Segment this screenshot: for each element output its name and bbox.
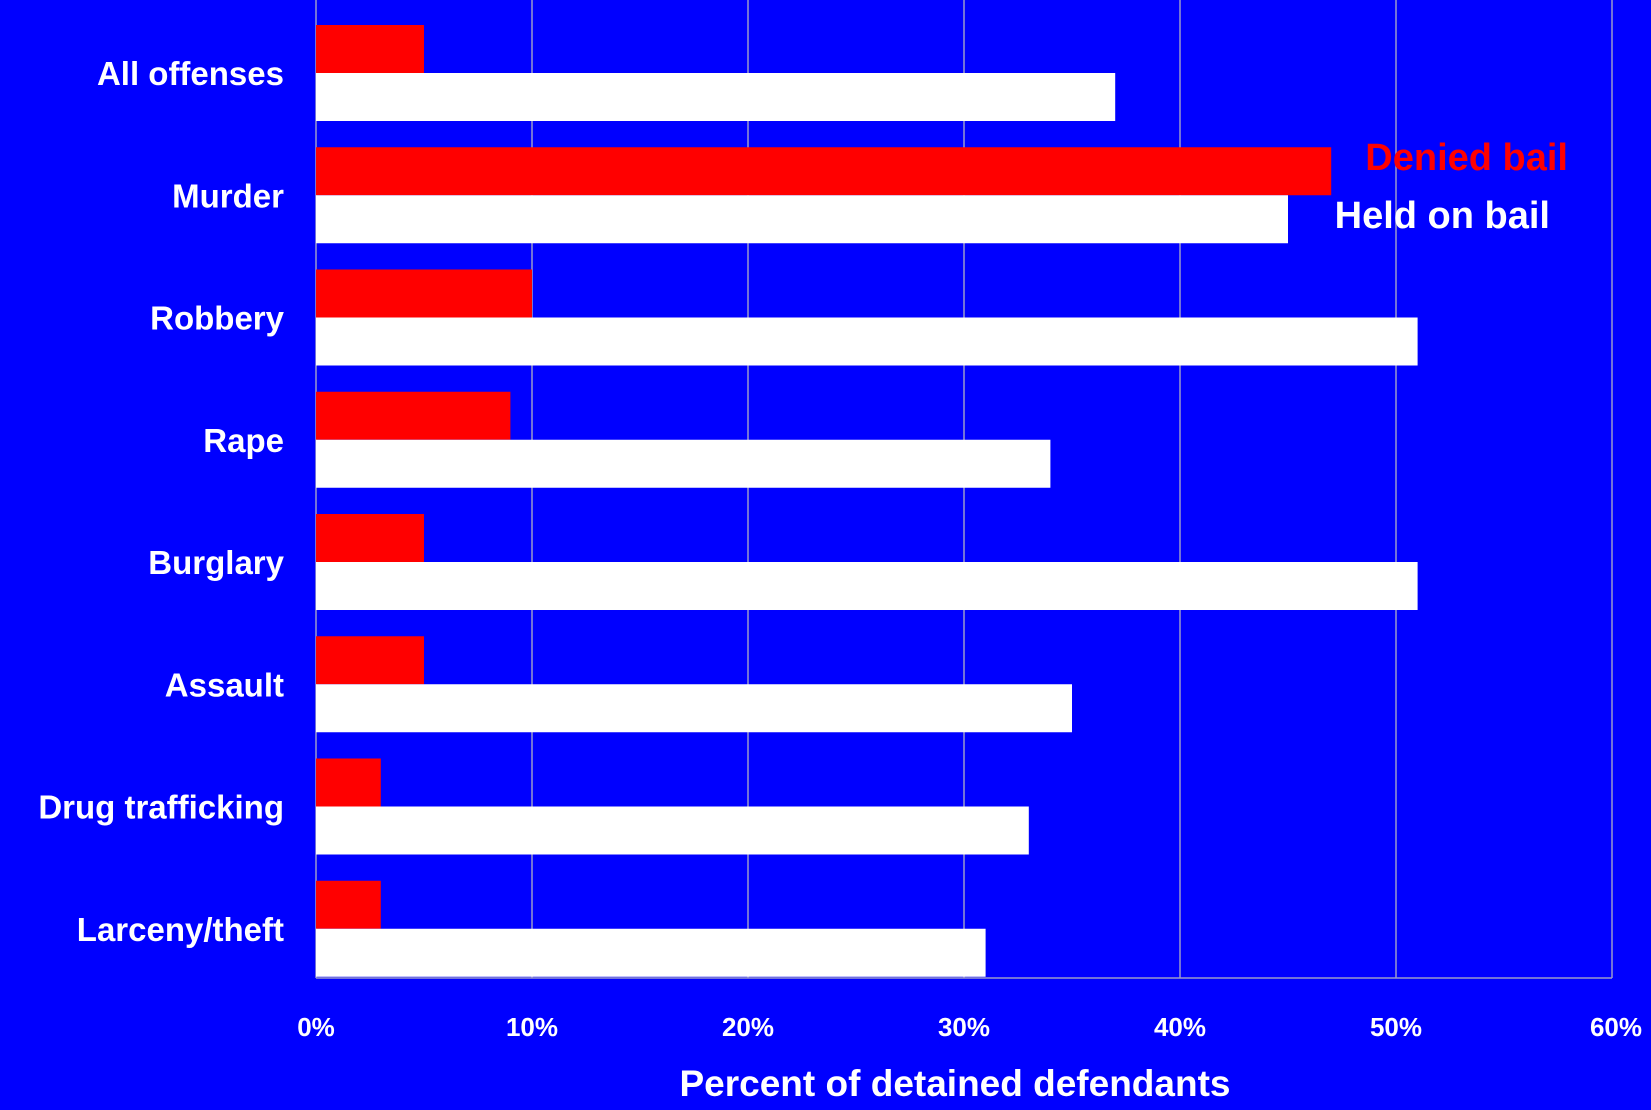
legend: Denied bail Held on bail: [1335, 137, 1568, 237]
bar-denied-bail-4: [316, 514, 424, 562]
category-label: Burglary: [148, 544, 284, 581]
category-label: Robbery: [150, 300, 285, 337]
x-axis-title: Percent of detained defendants: [680, 1063, 1231, 1104]
bar-held-on-bail-4: [316, 562, 1418, 610]
bar-held-on-bail-3: [316, 439, 1051, 488]
bar-held-on-bail-1: [316, 195, 1288, 244]
category-label: Murder: [172, 177, 284, 214]
bar-held-on-bail-0: [316, 73, 1116, 121]
bar-held-on-bail-2: [316, 317, 1418, 366]
x-tick-label: 40%: [1154, 1012, 1206, 1042]
bars: [316, 25, 1418, 977]
legend-entry: Denied bail: [1365, 137, 1568, 179]
bar-denied-bail-7: [316, 880, 381, 929]
bar-denied-bail-2: [316, 269, 532, 318]
bar-held-on-bail-5: [316, 684, 1072, 733]
category-label: Drug trafficking: [38, 789, 284, 826]
bar-denied-bail-3: [316, 391, 511, 440]
category-label: Rape: [203, 422, 284, 459]
bar-denied-bail-1: [316, 147, 1332, 196]
bar-denied-bail-0: [316, 25, 424, 73]
x-tick-label: 60%: [1590, 1012, 1642, 1042]
x-tick-label: 30%: [938, 1012, 990, 1042]
bar-denied-bail-5: [316, 636, 424, 685]
x-tick-label: 50%: [1370, 1012, 1422, 1042]
category-label: Assault: [165, 666, 284, 703]
category-label: All offenses: [97, 55, 284, 92]
bar-denied-bail-6: [316, 758, 381, 807]
bar-held-on-bail-6: [316, 806, 1029, 855]
x-tick-label: 20%: [722, 1012, 774, 1042]
x-tick-label: 0%: [297, 1012, 335, 1042]
category-labels: All offenses Murder Robbery Rape Burglary Ass…: [38, 55, 284, 948]
x-tick-labels: 0% 10% 20% 30% 40% 50% 60%: [297, 1012, 1642, 1042]
bar-held-on-bail-7: [316, 928, 986, 977]
legend-entry: Held on bail: [1335, 195, 1550, 237]
x-tick-label: 10%: [506, 1012, 558, 1042]
category-label: Larceny/theft: [77, 911, 284, 948]
